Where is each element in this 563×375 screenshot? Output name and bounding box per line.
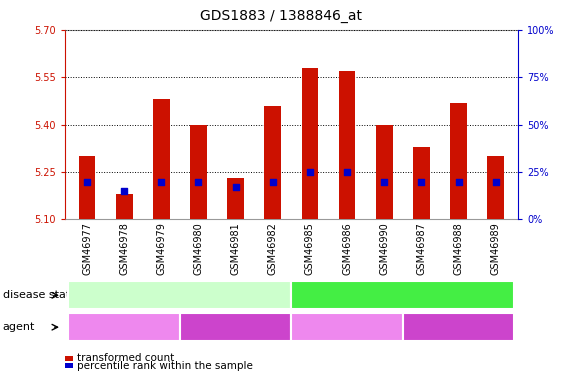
Point: [305, 169, 314, 175]
Bar: [227, 178, 244, 219]
Bar: [190, 124, 207, 219]
Text: transformed count: transformed count: [77, 353, 175, 363]
Bar: [79, 156, 95, 219]
Bar: [488, 156, 504, 219]
Bar: [339, 71, 355, 219]
Point: [157, 178, 166, 184]
Point: [231, 184, 240, 190]
Text: agent: agent: [3, 322, 35, 332]
Point: [417, 178, 426, 184]
Bar: [116, 194, 132, 219]
Bar: [265, 106, 281, 219]
Text: healthy: healthy: [382, 290, 424, 300]
Text: disease state: disease state: [3, 290, 77, 300]
Text: diabetic: diabetic: [158, 290, 202, 300]
Bar: [413, 147, 430, 219]
Bar: [153, 99, 169, 219]
Point: [342, 169, 351, 175]
Point: [120, 188, 129, 194]
Text: GDS1883 / 1388846_at: GDS1883 / 1388846_at: [200, 9, 363, 23]
Point: [379, 178, 388, 184]
Text: untreated: untreated: [431, 322, 486, 332]
Point: [269, 178, 278, 184]
Bar: [302, 68, 318, 219]
Bar: [450, 103, 467, 219]
Text: untreated: untreated: [208, 322, 263, 332]
Text: tungstate: tungstate: [97, 322, 151, 332]
Text: tungstate: tungstate: [320, 322, 374, 332]
Bar: [376, 124, 392, 219]
Point: [491, 178, 500, 184]
Text: percentile rank within the sample: percentile rank within the sample: [77, 361, 253, 370]
Point: [454, 178, 463, 184]
Point: [83, 178, 92, 184]
Point: [194, 178, 203, 184]
